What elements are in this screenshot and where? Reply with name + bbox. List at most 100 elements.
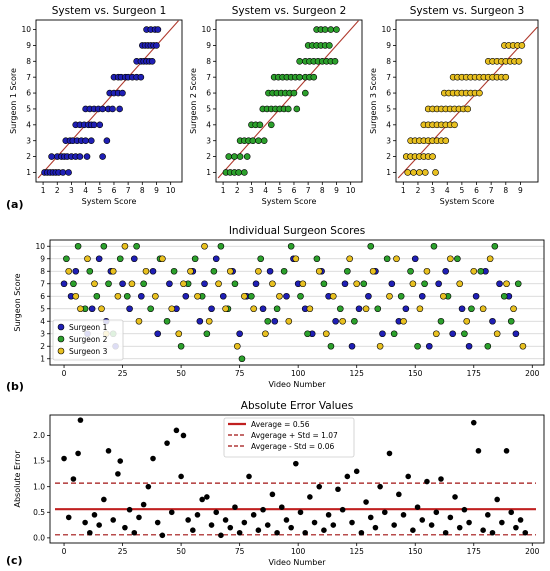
data-point bbox=[70, 476, 77, 482]
x-tick-label: 175 bbox=[467, 369, 482, 378]
data-point bbox=[503, 448, 510, 454]
data-point-surgeon-1 bbox=[379, 330, 386, 338]
data-point-surgeon-1 bbox=[365, 292, 372, 300]
data-point bbox=[115, 471, 121, 477]
legend-entry: Average = 0.56 bbox=[251, 420, 310, 429]
data-point bbox=[236, 153, 244, 160]
data-point bbox=[235, 169, 242, 176]
data-point-surgeon-3 bbox=[510, 305, 517, 313]
data-point-surgeon-2 bbox=[257, 255, 265, 263]
x-tick-label: 8 bbox=[503, 186, 508, 195]
data-point-surgeon-1 bbox=[332, 317, 339, 325]
data-point-surgeon-1 bbox=[259, 305, 267, 313]
data-point bbox=[466, 519, 472, 526]
data-point-surgeon-2 bbox=[123, 292, 131, 300]
data-point bbox=[154, 519, 161, 526]
data-point bbox=[96, 522, 102, 528]
identity-line bbox=[397, 26, 538, 179]
x-tick-label: 7 bbox=[126, 186, 131, 195]
x-tick-label: 100 bbox=[291, 547, 306, 556]
data-point-surgeon-3 bbox=[322, 330, 330, 338]
x-tick-label: 3 bbox=[69, 186, 74, 195]
x-tick-label: 5 bbox=[459, 186, 464, 195]
data-point-surgeon-3 bbox=[98, 305, 105, 313]
data-point bbox=[310, 73, 318, 81]
data-point bbox=[311, 519, 318, 526]
y-tick-label: 0.5 bbox=[33, 508, 45, 517]
x-tick-label: 150 bbox=[408, 369, 423, 378]
data-point-surgeon-3 bbox=[276, 292, 283, 300]
data-point-surgeon-2 bbox=[360, 280, 368, 288]
data-point-surgeon-2 bbox=[280, 267, 288, 275]
x-tick-label: 1 bbox=[221, 186, 226, 195]
data-point-surgeon-3 bbox=[72, 292, 80, 300]
data-point bbox=[518, 42, 526, 49]
data-point bbox=[502, 73, 510, 81]
x-tick-label: 6 bbox=[474, 186, 479, 195]
data-point bbox=[190, 527, 196, 533]
data-point bbox=[136, 514, 142, 521]
data-point-surgeon-2 bbox=[407, 267, 414, 275]
data-point bbox=[91, 512, 98, 518]
data-point bbox=[432, 169, 439, 176]
data-point bbox=[178, 473, 184, 480]
data-point-surgeon-2 bbox=[231, 280, 239, 288]
data-point-surgeon-2 bbox=[217, 242, 225, 250]
data-point bbox=[461, 506, 468, 513]
x-tick-label: 6 bbox=[112, 186, 117, 195]
chart-title: System vs. Surgeon 2 bbox=[232, 5, 347, 17]
data-point-surgeon-2 bbox=[414, 342, 421, 350]
legend-box bbox=[223, 417, 355, 458]
data-point bbox=[105, 448, 112, 454]
data-point-surgeon-1 bbox=[236, 330, 243, 338]
data-point-surgeon-1 bbox=[341, 280, 349, 288]
legend-entry: Surgeon 1 bbox=[69, 323, 108, 332]
data-point-surgeon-3 bbox=[201, 242, 208, 250]
x-tick-label: 125 bbox=[350, 547, 365, 556]
data-point-surgeon-2 bbox=[491, 242, 499, 250]
data-point bbox=[140, 501, 147, 508]
data-point bbox=[103, 137, 111, 145]
data-point bbox=[148, 57, 156, 65]
x-tick-label: 175 bbox=[467, 547, 482, 556]
data-point-surgeon-3 bbox=[180, 280, 187, 288]
data-point bbox=[424, 478, 430, 485]
data-point-surgeon-1 bbox=[88, 305, 96, 313]
data-point-surgeon-2 bbox=[421, 280, 428, 288]
panel-label-c: (c) bbox=[6, 554, 23, 567]
y-tick-label: 6 bbox=[206, 89, 211, 98]
y-tick-label: 10 bbox=[381, 25, 391, 34]
data-point-surgeon-3 bbox=[409, 280, 417, 288]
data-point bbox=[109, 105, 116, 113]
data-point bbox=[513, 524, 519, 531]
x-tick-label: 7 bbox=[306, 186, 311, 195]
data-point bbox=[367, 514, 374, 521]
data-point-surgeon-3 bbox=[440, 292, 447, 300]
data-point bbox=[75, 450, 81, 457]
data-point-surgeon-2 bbox=[191, 255, 199, 263]
x-tick-label: 1 bbox=[401, 186, 406, 195]
data-point bbox=[349, 519, 355, 526]
data-point bbox=[82, 519, 88, 526]
data-point bbox=[48, 153, 55, 160]
data-point-surgeon-1 bbox=[348, 342, 356, 350]
data-point bbox=[255, 527, 262, 533]
x-axis-label: System Score bbox=[82, 197, 137, 206]
x-tick-label: 4 bbox=[83, 186, 88, 195]
x-tick-label: 100 bbox=[291, 369, 306, 378]
y-tick-label: 1 bbox=[386, 168, 391, 177]
data-point bbox=[260, 506, 266, 513]
data-point bbox=[404, 169, 412, 176]
data-point bbox=[499, 519, 505, 526]
data-point bbox=[185, 517, 191, 523]
y-tick-label: 2 bbox=[386, 152, 391, 161]
data-point bbox=[489, 529, 496, 536]
data-point bbox=[428, 522, 435, 528]
data-point-surgeon-3 bbox=[262, 330, 269, 338]
plot-frame bbox=[215, 19, 363, 183]
data-point-surgeon-1 bbox=[130, 255, 138, 263]
data-point bbox=[225, 153, 233, 160]
y-tick-label: 7 bbox=[40, 279, 45, 288]
data-point bbox=[284, 105, 292, 113]
data-point-surgeon-3 bbox=[65, 267, 73, 275]
